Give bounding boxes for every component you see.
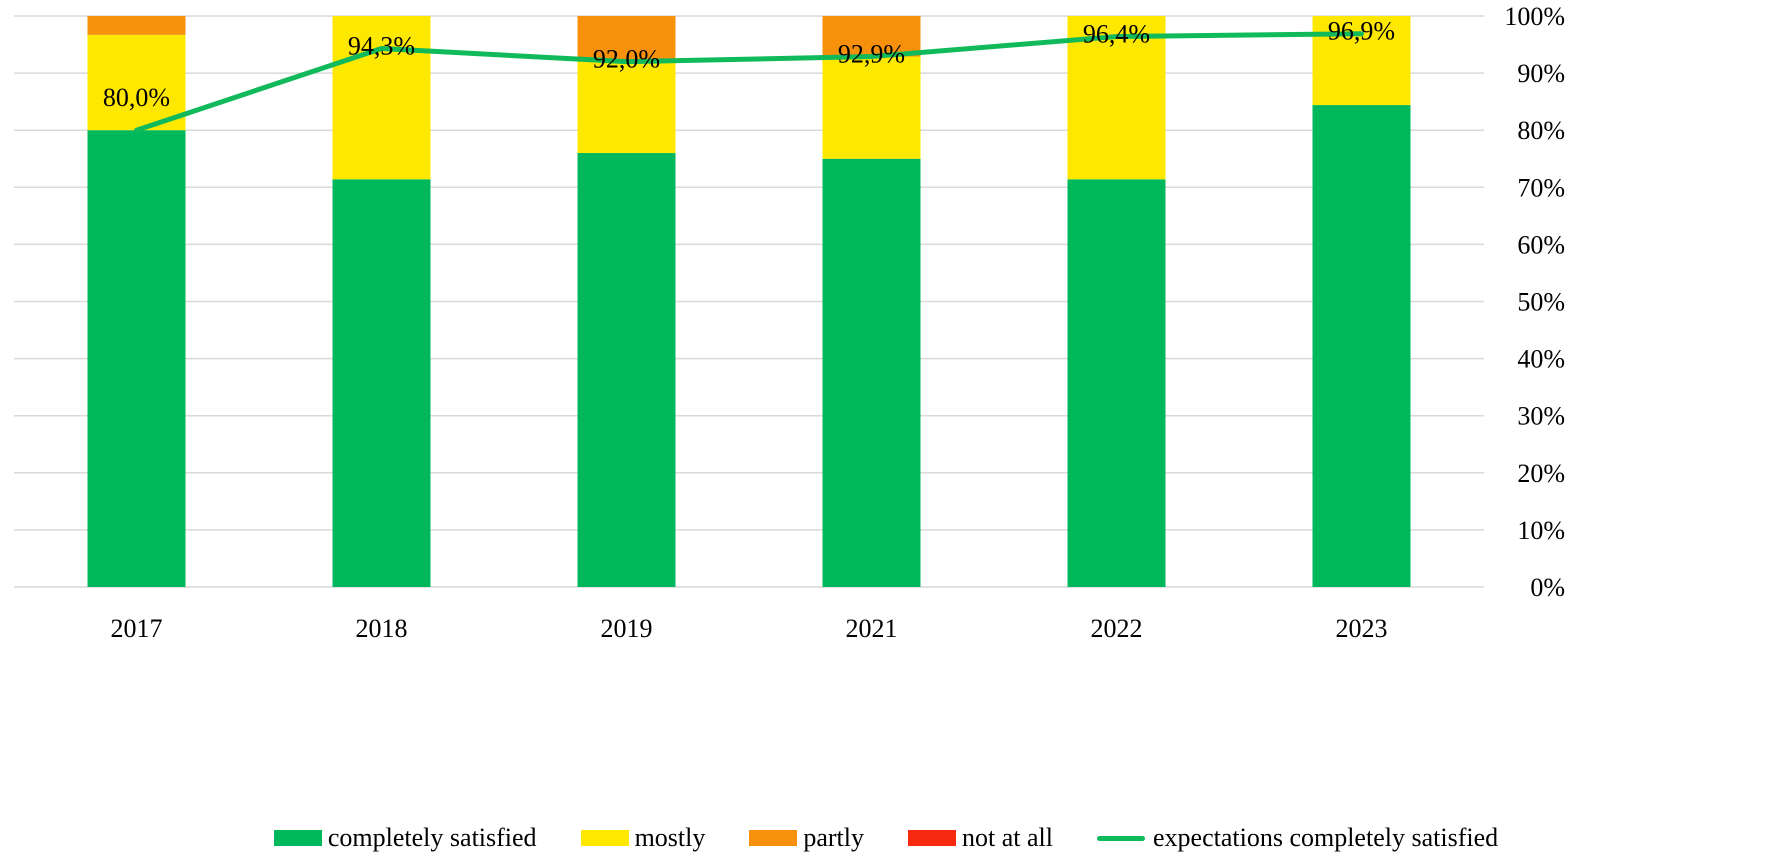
- legend-label-not-at-all: not at all: [962, 823, 1053, 852]
- legend-line-expectations: [1097, 835, 1145, 841]
- y-tick-label-50pct: 50%: [1517, 288, 1565, 317]
- y-tick-label-80pct: 80%: [1517, 116, 1565, 145]
- y-tick-label-60pct: 60%: [1517, 230, 1565, 259]
- y-axis: 0% 10% 20% 30% 40% 50% 60% 70% 80% 90% 100%: [1504, 2, 1565, 602]
- x-axis: 2017 2018 2019 2021 2022 2023: [111, 614, 1388, 643]
- legend-item-not-at-all: not at all: [908, 823, 1053, 853]
- bar-2022-completely-satisfied: [1067, 179, 1166, 587]
- bar-2019-partly: [577, 16, 676, 62]
- bar-2023-mostly: [1312, 16, 1411, 106]
- y-tick-label-30pct: 30%: [1517, 402, 1565, 431]
- y-tick-label-40pct: 40%: [1517, 345, 1565, 374]
- data-label-2023: 96,9%: [1328, 17, 1395, 46]
- bar-2023-completely-satisfied: [1312, 105, 1411, 588]
- line-expectations-completely-satisfied: [134, 31, 1364, 133]
- bar-2019-completely-satisfied: [577, 153, 676, 588]
- legend-swatch-completely-satisfied: [273, 830, 322, 846]
- bar-2018-mostly: [332, 16, 431, 180]
- legend-item-expectations-line: expectations completely satisfied: [1097, 823, 1498, 853]
- y-tick-label-90pct: 90%: [1517, 59, 1565, 88]
- bar-2021-partly: [822, 16, 921, 57]
- y-tick-label-20pct: 20%: [1517, 459, 1565, 488]
- x-tick-label-2022: 2022: [1091, 614, 1143, 643]
- data-label-2019: 92,0%: [593, 45, 660, 74]
- data-label-2018: 94,3%: [348, 32, 415, 61]
- legend-label-expectations: expectations completely satisfied: [1153, 823, 1499, 852]
- legend-swatch-mostly: [580, 830, 629, 846]
- bars: [87, 16, 1411, 588]
- legend-swatch-partly: [749, 830, 798, 846]
- legend-item-mostly: mostly: [580, 823, 706, 853]
- bar-2018-completely-satisfied: [332, 179, 431, 587]
- legend-label-partly: partly: [803, 823, 865, 852]
- x-tick-label-2019: 2019: [601, 614, 653, 643]
- line-series: [134, 31, 1364, 133]
- legend-label-completely-satisfied: completely satisfied: [327, 823, 537, 852]
- legend-label-mostly: mostly: [634, 823, 706, 852]
- y-tick-label-70pct: 70%: [1517, 173, 1565, 202]
- y-tick-label-10pct: 10%: [1517, 516, 1565, 545]
- legend-item-partly: partly: [749, 823, 864, 853]
- bar-2017-mostly: [87, 34, 186, 131]
- bar-2019-mostly: [577, 61, 676, 154]
- data-labels: 80,0% 94,3% 92,0% 92,9% 96,4% 96,9%: [103, 17, 1395, 112]
- bar-2017-completely-satisfied: [87, 130, 186, 587]
- x-tick-label-2017: 2017: [111, 614, 163, 643]
- data-label-2022: 96,4%: [1083, 20, 1150, 49]
- x-tick-label-2018: 2018: [356, 614, 408, 643]
- x-tick-label-2021: 2021: [846, 614, 898, 643]
- data-label-2017: 80,0%: [103, 83, 170, 112]
- legend-swatch-not-at-all: [908, 830, 957, 846]
- bar-2021-completely-satisfied: [822, 158, 921, 587]
- bar-2021-mostly: [822, 56, 921, 159]
- gridlines: [14, 15, 1484, 588]
- legend: completely satisfied mostly partly not a…: [0, 818, 1772, 858]
- y-tick-label-100pct: 100%: [1504, 2, 1565, 31]
- legend-item-completely-satisfied: completely satisfied: [273, 823, 537, 853]
- bar-2022-mostly: [1067, 16, 1166, 180]
- bar-2017-partly: [87, 16, 186, 35]
- y-tick-label-0pct: 0%: [1530, 573, 1565, 602]
- data-label-2021: 92,9%: [838, 40, 905, 69]
- x-tick-label-2023: 2023: [1336, 614, 1388, 643]
